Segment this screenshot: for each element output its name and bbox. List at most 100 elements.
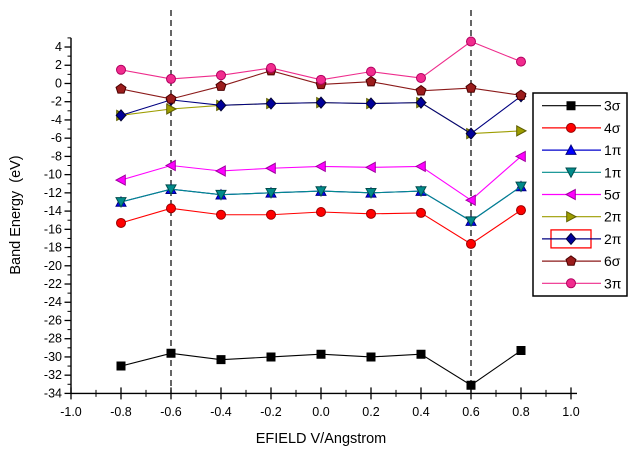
x-tick-label: 0.2 [362,405,379,419]
x-tick-label: -1.0 [60,405,82,419]
data-point-3sigma [416,349,426,359]
data-point-6sigma [365,75,377,87]
y-tick-label: -28 [44,332,62,346]
legend-item-2pi-b[interactable]: 2π [542,229,622,249]
y-tick-label: -14 [44,204,62,218]
data-point-2pi-b [115,109,127,122]
data-point-6sigma [115,83,127,94]
data-point-3sigma [466,380,476,390]
data-point-3pi [316,74,327,85]
data-point-3pi [516,56,527,67]
y-tick-label: -18 [44,241,62,255]
data-point-4sigma [366,208,377,219]
legend-label: 2π [604,231,622,247]
data-point-2pi-b [315,96,327,109]
data-point-2pi-b [415,96,427,109]
data-point-3sigma [266,352,276,362]
data-point-4sigma [216,209,227,220]
legend-item-6sigma[interactable]: 6σ [542,253,621,269]
data-point-1pi-b [415,186,427,198]
legend-label: 3σ [604,98,621,114]
data-point-6sigma [165,93,177,104]
data-point-5sigma [414,160,426,173]
data-point-3pi [116,64,127,75]
legend-label: 1π [604,142,622,158]
legend-marker-pentagon-icon [565,255,577,266]
y-tick-label: -32 [44,368,62,382]
x-tick-label: -0.6 [160,405,182,419]
x-tick-label: 0.6 [462,405,479,419]
data-point-2pi-a [516,125,528,137]
y-tick-label: -34 [44,386,62,400]
data-point-3sigma [116,361,126,371]
legend-label: 1π [604,164,622,180]
legend-item-4sigma[interactable]: 4σ [542,120,621,136]
data-point-6sigma [415,84,427,96]
data-point-3pi [166,73,177,84]
series-4sigma [116,203,527,249]
data-point-4sigma [166,203,177,214]
legend-marker-circle-icon [566,278,577,289]
data-point-4sigma [516,205,527,216]
legend-label: 5σ [604,187,621,203]
data-point-4sigma [266,209,277,220]
legend-marker-triangle-right-icon [566,210,578,223]
series-1pi-b [115,181,527,228]
legend-item-1pi-b[interactable]: 1π [542,164,622,180]
legend-label: 2π [604,209,622,225]
legend-item-5sigma[interactable]: 5σ [542,187,621,203]
data-point-5sigma [264,162,276,175]
data-point-3pi [366,66,377,77]
y-tick-label: -2 [51,95,62,109]
legend-item-2pi-a[interactable]: 2π [542,209,622,225]
data-point-2pi-a [166,103,178,115]
x-tick-label: -0.4 [210,405,232,419]
data-point-1pi-b [465,216,477,228]
data-point-3sigma [316,349,326,359]
series-5sigma [114,150,526,206]
y-tick-label: -4 [51,113,62,127]
data-point-5sigma [364,161,376,174]
data-point-6sigma [515,89,527,101]
y-tick-label: 2 [55,58,62,72]
legend-marker-triangle-left-icon [564,188,576,201]
data-point-3sigma [166,348,176,358]
x-tick-label: 0.0 [312,405,329,419]
y-tick-label: -8 [51,149,62,163]
data-point-6sigma [215,80,227,91]
x-tick-label: -0.2 [260,405,282,419]
axes: -1.0 -0.8 -0.6 -0.4 -0.2 0.0 0.2 0.4 0.6 0.8 1.0 4 2… [44,37,580,419]
legend-marker-triangle-down-icon [565,167,577,179]
data-point-3pi [416,73,427,83]
y-tick-label: 4 [55,40,62,54]
data-point-5sigma [164,159,176,172]
y-tick-label: -24 [44,295,62,309]
x-tick-label: 0.4 [412,405,429,419]
x-tick-label: -0.8 [110,405,132,419]
data-point-1pi-b [515,181,527,193]
x-tick-label: 1.0 [562,405,579,419]
y-tick-label: -12 [44,186,62,200]
legend-item-1pi-a[interactable]: 1π [542,142,622,158]
data-point-2pi-b [365,97,377,110]
legend-label: 4σ [604,120,621,136]
y-tick-label: -26 [44,313,62,327]
data-point-4sigma [416,207,427,218]
series-3pi [116,36,527,85]
data-point-1pi-b [215,189,227,201]
data-point-4sigma [316,207,327,217]
y-axis-title: Band Energy (eV) [8,155,24,275]
series-line-3pi [120,40,522,81]
data-point-3sigma [516,346,526,356]
data-point-1pi-b [365,188,377,199]
y-tick-label: -10 [44,168,62,182]
data-point-5sigma [464,194,476,206]
x-tick-label: 0.8 [512,405,529,419]
data-point-5sigma [314,160,326,173]
legend-item-3sigma[interactable]: 3σ [542,98,621,114]
data-point-2pi-b [465,127,477,140]
series-3sigma [116,346,526,390]
legend-item-3pi[interactable]: 3π [542,275,622,291]
